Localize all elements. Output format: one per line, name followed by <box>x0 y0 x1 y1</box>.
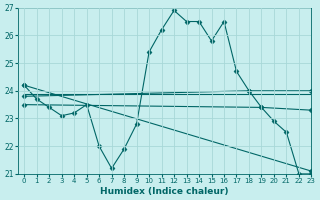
X-axis label: Humidex (Indice chaleur): Humidex (Indice chaleur) <box>100 187 229 196</box>
